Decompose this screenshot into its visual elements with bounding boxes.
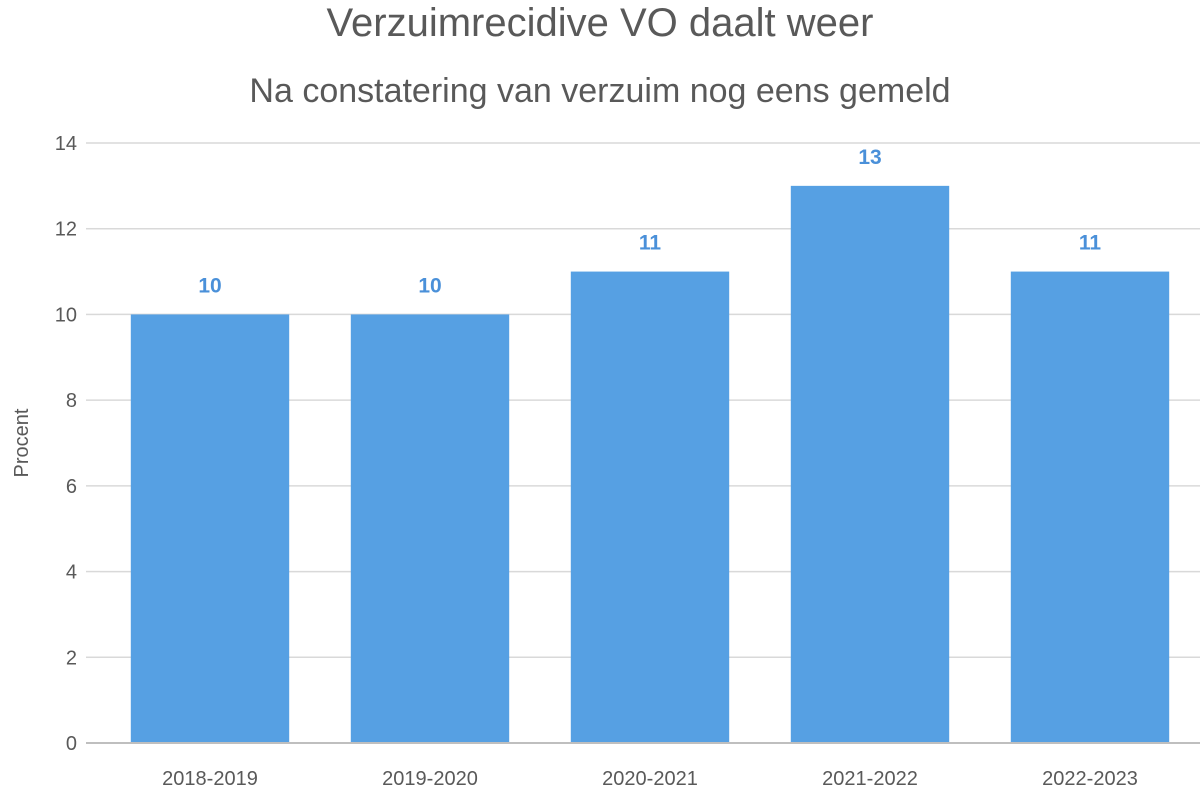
chart-title: Verzuimrecidive VO daalt weer — [327, 1, 874, 45]
y-tick-label: 12 — [55, 219, 77, 241]
bar — [350, 314, 510, 743]
y-tick-label: 8 — [66, 390, 77, 412]
x-tick-label: 2019-2020 — [382, 768, 478, 790]
bars — [130, 185, 1170, 743]
x-tick-label: 2022-2023 — [1042, 768, 1138, 790]
bar-value-label: 11 — [1079, 232, 1102, 255]
y-tick-label: 14 — [55, 133, 77, 155]
chart-subtitle: Na constatering van verzuim nog eens gem… — [249, 72, 950, 110]
bar — [790, 185, 950, 743]
bar-value-label: 13 — [858, 146, 881, 169]
x-tick-label: 2020-2021 — [602, 768, 698, 790]
x-tick-label: 2021-2022 — [822, 768, 918, 790]
y-tick-label: 0 — [66, 733, 77, 755]
bar — [1010, 271, 1170, 743]
bar — [130, 314, 290, 743]
y-tick-label: 2 — [66, 647, 77, 669]
bar-value-label: 10 — [198, 274, 221, 297]
bar — [570, 271, 730, 743]
y-tick-label: 10 — [55, 304, 77, 326]
bar-value-label: 11 — [639, 232, 662, 255]
bar-value-label: 10 — [418, 274, 441, 297]
y-tick-label: 4 — [66, 562, 77, 584]
y-axis-label: Procent — [11, 408, 33, 477]
x-axis-ticks: 2018-2019 2019-2020 2020-2021 2021-2022 2022… — [162, 768, 1138, 790]
y-tick-label: 6 — [66, 476, 77, 498]
data-labels: 10 10 11 13 11 — [198, 146, 1101, 298]
y-axis-ticks: 0 2 4 6 8 10 12 14 — [55, 133, 100, 755]
x-tick-label: 2018-2019 — [162, 768, 258, 790]
